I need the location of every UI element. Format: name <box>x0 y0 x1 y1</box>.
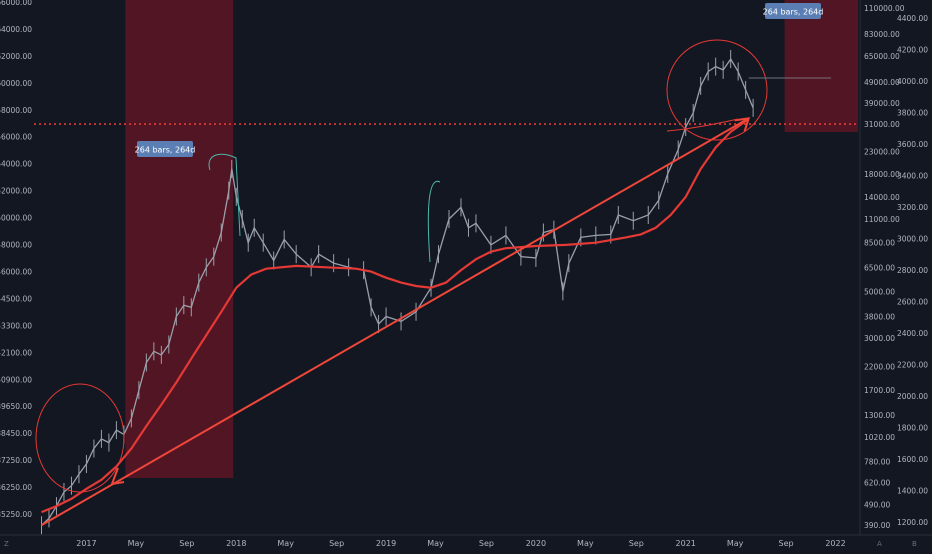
far-right-axis-tick-label: 1200.00 <box>897 518 928 527</box>
x-axis-tick-label: May <box>727 539 744 548</box>
x-axis-tick-label: Sep <box>179 539 194 548</box>
right-axis-tick-label: 780.00 <box>864 458 890 467</box>
left-axis-tick-label: 44500.00 <box>0 294 32 303</box>
far-right-axis-tick-label: 2200.00 <box>897 361 928 370</box>
bracket-mark <box>427 180 441 263</box>
x-axis-tick-label: 2019 <box>376 539 396 548</box>
footer-right-text: A <box>877 540 882 548</box>
right-axis-tick-label: 390.00 <box>864 521 890 530</box>
left-axis-tick-label: 66000.00 <box>0 0 32 7</box>
far-right-axis-tick-label: 2600.00 <box>897 298 928 307</box>
range-label-text: 264 bars, 264d <box>763 8 824 17</box>
x-axis-tick-label: Sep <box>329 539 344 548</box>
range-label-box <box>765 3 821 19</box>
range-label-text: 264 bars, 264d <box>135 146 196 155</box>
x-axis-tick-label: Sep <box>479 539 494 548</box>
far-right-axis-tick-label: 3800.00 <box>897 109 928 118</box>
left-axis-tick-label: 64000.00 <box>0 25 32 34</box>
right-axis-tick-label: 11000.00 <box>864 215 900 224</box>
far-right-axis-tick-label: 4000.00 <box>897 77 928 86</box>
x-axis-tick-label: May <box>128 539 145 548</box>
right-axis-tick-label: 6500.00 <box>864 263 895 272</box>
range-label-box <box>137 141 193 157</box>
x-axis-tick-label: May <box>427 539 444 548</box>
far-right-axis-tick-label: 4200.00 <box>897 46 928 55</box>
right-axis-tick-label: 3800.00 <box>864 312 895 321</box>
far-right-axis-tick-label: 1600.00 <box>897 455 928 464</box>
left-axis-tick-label: 60000.00 <box>0 79 32 88</box>
far-right-axis-tick-label: 3400.00 <box>897 172 928 181</box>
far-right-axis-tick-label: 1400.00 <box>897 487 928 496</box>
left-axis-tick-label: 56000.00 <box>0 133 32 142</box>
right-axis-tick-label: 23000.00 <box>864 147 900 156</box>
right-axis-tick-label: 83000.00 <box>864 30 900 39</box>
left-axis-tick-label: 40900.00 <box>0 375 32 384</box>
left-axis-tick-label: 54000.00 <box>0 160 32 169</box>
right-axis-tick-label: 8500.00 <box>864 239 895 248</box>
left-axis-tick-label: 62000.00 <box>0 52 32 61</box>
left-axis-tick-label: 37250.00 <box>0 456 32 465</box>
far-right-axis-tick-label: 2400.00 <box>897 329 928 338</box>
left-axis-tick-label: 38450.00 <box>0 429 32 438</box>
right-axis-tick-label: 18000.00 <box>864 170 900 179</box>
x-axis-tick-label: Sep <box>629 539 644 548</box>
right-axis-tick-label: 49000.00 <box>864 78 900 87</box>
moving-average-line <box>41 117 750 514</box>
right-axis-tick-label: 39000.00 <box>864 99 900 108</box>
left-axis-tick-label: 36250.00 <box>0 483 32 492</box>
left-axis-tick-label: 42100.00 <box>0 348 32 357</box>
right-axis-tick-label: 1020.00 <box>864 433 895 442</box>
right-axis-tick-label: 620.00 <box>864 479 890 488</box>
x-axis-tick-label: Sep <box>779 539 794 548</box>
right-axis-tick-label: 5000.00 <box>864 287 895 296</box>
left-axis-tick-label: 52000.00 <box>0 187 32 196</box>
right-axis-tick-label: 490.00 <box>864 500 890 509</box>
left-axis-tick-label: 58000.00 <box>0 106 32 115</box>
left-axis-tick-label: 35250.00 <box>0 510 32 519</box>
x-axis-tick-label: 2022 <box>825 539 845 548</box>
highlight-circle <box>35 383 125 493</box>
left-axis-tick-label: 48000.00 <box>0 241 32 250</box>
right-axis-tick-label: 1300.00 <box>864 411 895 420</box>
right-axis-tick-label: 14000.00 <box>864 193 900 202</box>
left-axis-tick-label: 39650.00 <box>0 402 32 411</box>
trend-arrow-head <box>734 117 751 132</box>
x-axis-tick-label: 2021 <box>676 539 696 548</box>
right-axis-tick-label: 1700.00 <box>864 386 895 395</box>
right-axis-tick-label: 2200.00 <box>864 363 895 372</box>
trend-arrow-tail-head <box>110 467 125 486</box>
right-axis-tick-label: 65000.00 <box>864 52 900 61</box>
far-right-axis-tick-label: 3600.00 <box>897 140 928 149</box>
left-axis-tick-label: 50000.00 <box>0 214 32 223</box>
far-right-axis-tick-label: 3200.00 <box>897 203 928 212</box>
left-axis-tick-label: 46000.00 <box>0 267 32 276</box>
footer-right-text: B <box>912 540 917 548</box>
far-right-axis-tick-label: 2800.00 <box>897 266 928 275</box>
bracket-mark <box>208 153 241 237</box>
far-right-axis-tick-label: 3000.00 <box>897 235 928 244</box>
right-axis-tick-label: 110000.00 <box>864 4 905 13</box>
x-axis-tick-label: 2017 <box>76 539 96 548</box>
time-range-zone <box>125 0 234 478</box>
far-right-axis-tick-label: 1800.00 <box>897 424 928 433</box>
x-axis-tick-label: 2018 <box>226 539 246 548</box>
time-range-zone <box>784 0 858 132</box>
right-axis-tick-label: 3000.00 <box>864 334 895 343</box>
bracket-mark <box>666 118 739 132</box>
right-axis-tick-label: 31000.00 <box>864 120 900 129</box>
far-right-axis-tick-label: 2000.00 <box>897 392 928 401</box>
x-axis-tick-label: May <box>277 539 294 548</box>
footer-left-text: Z <box>4 540 9 548</box>
trend-arrow-line <box>40 117 750 527</box>
left-axis-tick-label: 43300.00 <box>0 321 32 330</box>
highlight-circle <box>666 39 768 141</box>
far-right-axis-tick-label: 4400.00 <box>897 14 928 23</box>
x-axis-tick-label: May <box>577 539 594 548</box>
x-axis-tick-label: 2020 <box>526 539 546 548</box>
